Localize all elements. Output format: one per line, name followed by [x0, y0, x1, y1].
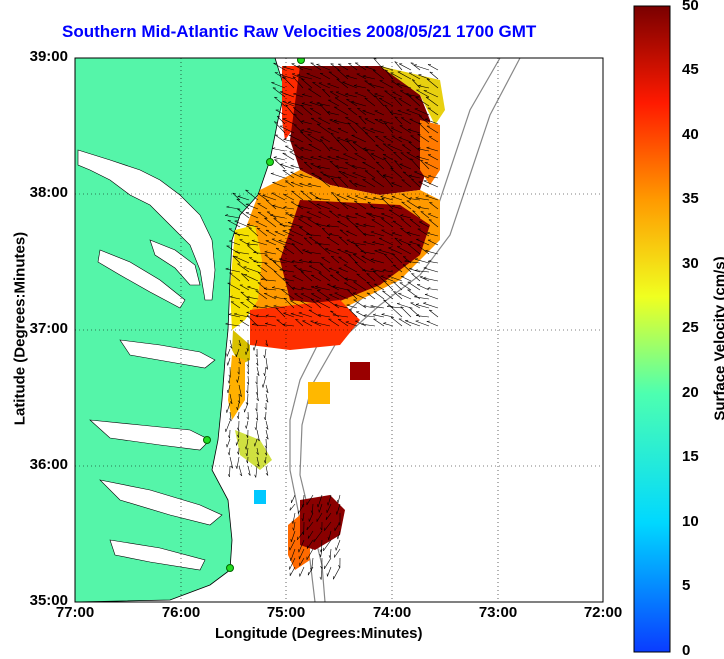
colorbar-tick: 50 — [682, 0, 699, 14]
map-title: Southern Mid-Atlantic Raw Velocities 200… — [62, 22, 537, 41]
y-tick: 38:00 — [29, 184, 68, 201]
colorbar-tick: 20 — [682, 384, 699, 401]
colorbar-tick: 25 — [682, 319, 699, 336]
grid-lines — [75, 58, 603, 602]
colorbar-tick: 40 — [682, 126, 699, 143]
x-tick: 75:00 — [266, 604, 306, 621]
velocity-arrows — [225, 58, 439, 580]
radar-site-marker — [203, 436, 211, 444]
radar-site-marker — [266, 158, 274, 166]
x-axis-label: Longitude (Degrees:Minutes) — [215, 625, 423, 642]
colorbar-tick: 5 — [682, 577, 691, 594]
colorbar-tick: 0 — [682, 642, 691, 659]
colorbar-tick: 45 — [682, 61, 699, 78]
colorbar-scale — [633, 5, 671, 653]
radar-site-marker — [226, 564, 234, 572]
y-tick: 39:00 — [29, 48, 68, 65]
colorbar-tick: 10 — [682, 513, 699, 530]
x-tick: 76:00 — [161, 604, 201, 621]
colorbar-label: Surface Velocity (cm/s) — [711, 256, 724, 421]
radar-site-marker — [297, 58, 305, 64]
y-tick: 35:00 — [29, 592, 68, 609]
y-axis-label: Latitude (Degrees:Minutes) — [11, 231, 29, 426]
x-tick: 77:00 — [55, 604, 95, 621]
y-tick: 36:00 — [29, 456, 68, 473]
x-tick: 73:00 — [478, 604, 518, 621]
colorbar-tick: 15 — [682, 448, 699, 465]
x-tick: 74:00 — [372, 604, 412, 621]
colorbar-tick: 35 — [682, 190, 699, 207]
x-tick: 72:00 — [583, 604, 623, 621]
colorbar-tick: 30 — [682, 255, 699, 272]
y-tick: 37:00 — [29, 320, 68, 337]
